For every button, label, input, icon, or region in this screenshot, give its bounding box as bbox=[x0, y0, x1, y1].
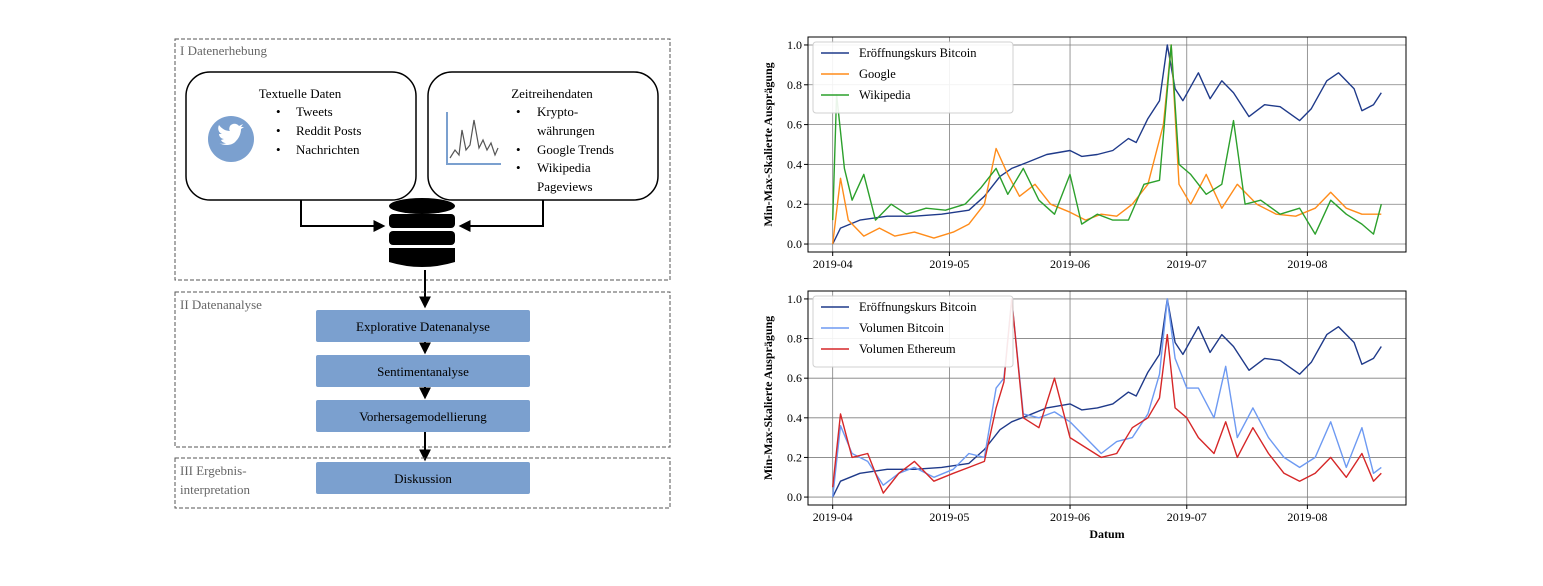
legend-entry: Eröffnungskurs Bitcoin bbox=[859, 46, 977, 60]
svg-text:•: • bbox=[276, 104, 281, 119]
x-tick-label: 2019-04 bbox=[813, 257, 853, 271]
y-tick-label: 0.6 bbox=[787, 371, 802, 385]
y-axis-label: Min-Max-Skalierte Ausprägung bbox=[761, 62, 775, 226]
database-icon bbox=[389, 198, 455, 267]
y-tick-label: 0.8 bbox=[787, 332, 802, 346]
phase-datenerhebung-label: I Datenerhebung bbox=[180, 43, 267, 58]
ts-item-krypto-2: währungen bbox=[537, 123, 595, 138]
series-line bbox=[832, 44, 1382, 245]
x-tick-label: 2019-05 bbox=[929, 257, 969, 271]
twitter-bird-icon bbox=[208, 116, 254, 162]
phase-ergebnis-label-1: III Ergebnis- bbox=[180, 463, 247, 478]
y-tick-label: 0.2 bbox=[787, 450, 802, 464]
x-tick-label: 2019-06 bbox=[1050, 510, 1090, 524]
series-line bbox=[832, 44, 1382, 245]
legend-entry: Volumen Bitcoin bbox=[859, 321, 945, 335]
x-tick-label: 2019-07 bbox=[1167, 510, 1207, 524]
arrow-ts-to-db bbox=[458, 200, 544, 232]
textual-item-reddit: Reddit Posts bbox=[296, 123, 361, 138]
phase-datenanalyse-frame bbox=[174, 291, 671, 448]
svg-text:•: • bbox=[516, 142, 521, 157]
phase-ergebnis-label-2: interpretation bbox=[180, 482, 251, 497]
ts-item-wikipedia-2: Pageviews bbox=[537, 179, 593, 194]
time-series-data-title: Zeitreihendaten bbox=[511, 86, 593, 101]
series-line bbox=[832, 298, 1382, 494]
x-tick-label: 2019-08 bbox=[1287, 510, 1327, 524]
svg-text:•: • bbox=[516, 104, 521, 119]
y-tick-label: 0.0 bbox=[787, 237, 802, 251]
y-tick-label: 1.0 bbox=[787, 38, 802, 52]
chart-bottom: 0.0 0.2 0.4 0.6 0.8 1.0 2019-04 2019-05 2019-06 2… bbox=[761, 290, 1407, 541]
step-modeling-box bbox=[316, 400, 530, 432]
plot-frame bbox=[807, 290, 1407, 506]
step-modeling-label: Vorhersagemodellierung bbox=[359, 409, 487, 424]
y-tick-label: 1.0 bbox=[787, 292, 802, 306]
series-line bbox=[832, 298, 1382, 498]
ts-item-google-trends: Google Trends bbox=[537, 142, 614, 157]
line-chart-icon bbox=[446, 112, 501, 165]
chart-top: 0.0 0.2 0.4 0.6 0.8 1.0 2019-04 2019-05 2019-06 2… bbox=[761, 36, 1407, 271]
phase-datenerhebung-frame bbox=[174, 38, 671, 281]
series-line bbox=[832, 44, 1382, 235]
y-tick-label: 0.0 bbox=[787, 490, 802, 504]
legend-entry: Google bbox=[859, 67, 896, 81]
textual-data-title: Textuelle Daten bbox=[259, 86, 342, 101]
step-eda-label: Explorative Datenanalyse bbox=[356, 319, 490, 334]
time-series-data-list: • Krypto- währungen • Google Trends • Wi… bbox=[516, 104, 614, 194]
legend-entry: Volumen Ethereum bbox=[859, 342, 956, 356]
phase-datenanalyse-label: II Datenanalyse bbox=[180, 297, 262, 312]
textual-item-tweets: Tweets bbox=[296, 104, 333, 119]
y-tick-label: 0.4 bbox=[787, 157, 802, 171]
x-tick-label: 2019-05 bbox=[929, 510, 969, 524]
x-tick-label: 2019-07 bbox=[1167, 257, 1207, 271]
y-tick-label: 0.4 bbox=[787, 411, 802, 425]
legend-box bbox=[812, 41, 1014, 114]
step-eda-box bbox=[316, 310, 530, 342]
x-tick-label: 2019-08 bbox=[1287, 257, 1327, 271]
svg-text:•: • bbox=[276, 142, 281, 157]
legend-entry: Wikipedia bbox=[859, 88, 911, 102]
legend-box bbox=[812, 295, 1014, 368]
svg-text:•: • bbox=[516, 160, 521, 175]
y-tick-label: 0.6 bbox=[787, 118, 802, 132]
ts-item-krypto-1: Krypto- bbox=[537, 104, 578, 119]
legend-entry: Eröffnungskurs Bitcoin bbox=[859, 300, 977, 314]
svg-text:•: • bbox=[276, 123, 281, 138]
textual-item-news: Nachrichten bbox=[296, 142, 360, 157]
x-axis-label: Datum bbox=[1089, 527, 1124, 541]
y-tick-label: 0.2 bbox=[787, 197, 802, 211]
textual-data-list: • Tweets • Reddit Posts • Nachrichten bbox=[276, 104, 361, 157]
step-sentiment-box bbox=[316, 355, 530, 387]
x-tick-label: 2019-06 bbox=[1050, 257, 1090, 271]
step-discussion-box bbox=[316, 462, 530, 494]
x-tick-label: 2019-04 bbox=[813, 510, 853, 524]
y-axis-label: Min-Max-Skalierte Ausprägung bbox=[761, 316, 775, 480]
step-sentiment-label: Sentimentanalyse bbox=[377, 364, 469, 379]
arrow-text-to-db bbox=[300, 200, 386, 232]
plot-frame bbox=[807, 36, 1407, 253]
step-discussion-label: Diskussion bbox=[394, 471, 452, 486]
ts-item-wikipedia-1: Wikipedia bbox=[537, 160, 591, 175]
process-diagram: I Datenerhebung Textuelle Daten • Tweets… bbox=[174, 38, 671, 509]
y-tick-label: 0.8 bbox=[787, 78, 802, 92]
phase-ergebnis-frame bbox=[174, 457, 671, 509]
